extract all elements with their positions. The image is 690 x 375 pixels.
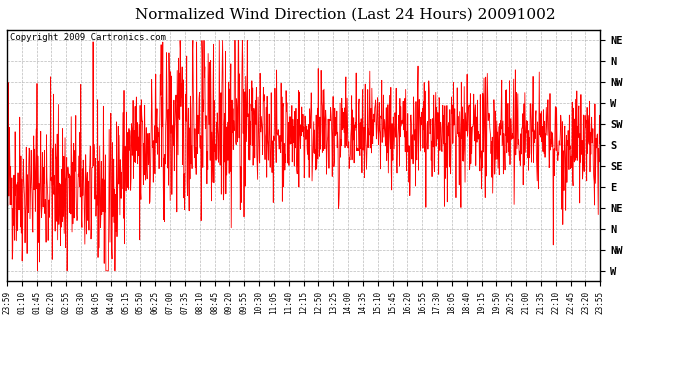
Text: Normalized Wind Direction (Last 24 Hours) 20091002: Normalized Wind Direction (Last 24 Hours… bbox=[135, 8, 555, 21]
Text: Copyright 2009 Cartronics.com: Copyright 2009 Cartronics.com bbox=[10, 33, 166, 42]
